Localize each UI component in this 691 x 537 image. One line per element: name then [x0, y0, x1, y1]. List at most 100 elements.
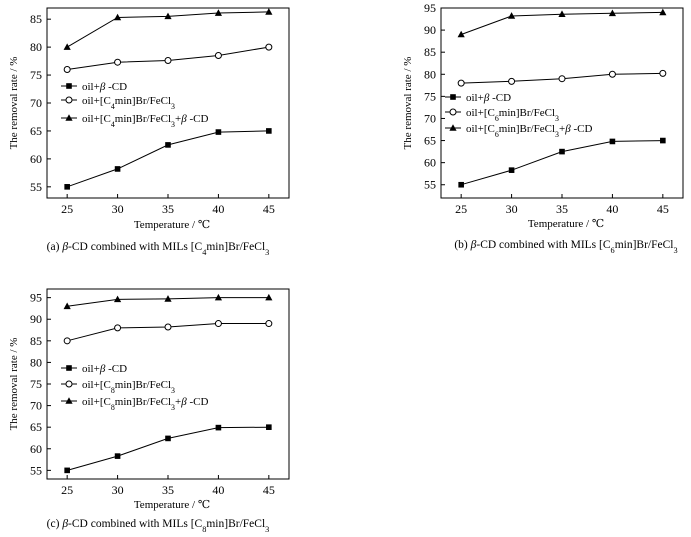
legend-entry-3: oil+[C4min]Br/FeCl3+β -CD: [61, 113, 208, 129]
y-tick-label: 65: [30, 420, 42, 434]
x-tick-label: 45: [263, 202, 275, 216]
y-tick-label: 80: [30, 40, 42, 54]
panel-caption: (b) β-CD combined with MILs [C6min]Br/Fe…: [454, 239, 677, 255]
y-axis-label: The removal rate / %: [8, 57, 20, 150]
data-point-square-marker: [508, 167, 515, 173]
data-point-triangle-marker: [214, 9, 223, 16]
data-point-triangle-marker: [63, 302, 71, 310]
legend-entry-3: oil+[C8min]Br/FeCl3+β -CD: [61, 396, 208, 412]
data-point-circle-marker: [659, 69, 667, 77]
y-tick-label: 85: [30, 334, 42, 348]
series-line: [67, 130, 269, 188]
data-point-circle-marker: [457, 79, 465, 87]
data-point-triangle-marker: [164, 12, 172, 20]
series-1: [64, 424, 272, 474]
y-tick-label: 55: [30, 463, 42, 477]
y-tick-label: 80: [30, 355, 42, 369]
series-1: [64, 128, 272, 190]
x-tick-label: 45: [263, 483, 275, 497]
data-point-square-marker: [266, 128, 272, 134]
series-line: [67, 426, 269, 471]
data-point-circle-marker: [558, 75, 566, 83]
data-point-square-marker: [559, 148, 565, 155]
data-point-triangle-marker: [659, 8, 667, 16]
x-tick-label: 25: [455, 202, 467, 216]
series-3: [457, 8, 667, 38]
y-axis-label: The removal rate / %: [402, 57, 414, 150]
data-point-square-marker: [215, 129, 222, 135]
y-tick-label: 75: [30, 377, 42, 391]
data-point-square-marker: [215, 424, 222, 431]
legend-triangle-marker: [449, 124, 457, 131]
y-tick-label: 75: [30, 68, 42, 82]
chart-panel-c: 25 30 35 40 45 55 60 65 70 75 80 85 90 95 Temperature …: [8, 288, 290, 534]
legend-entry-1: oil+β -CD: [61, 81, 127, 93]
data-point-triangle-marker: [164, 295, 172, 302]
legend-label: oil+β -CD: [466, 92, 511, 104]
x-tick-label: 35: [162, 483, 174, 497]
data-point-triangle-marker: [558, 10, 566, 17]
series-3: [63, 293, 273, 310]
data-point-triangle-marker: [63, 43, 71, 50]
y-tick-label: 55: [424, 178, 436, 192]
series-line: [461, 140, 663, 186]
legend-entry-3: oil+[C6min]Br/FeCl3+β -CD: [445, 123, 592, 139]
y-tick-label: 90: [424, 23, 436, 37]
y-tick-label: 80: [424, 67, 436, 81]
y-tick-label: 60: [30, 442, 42, 456]
series-2: [63, 320, 273, 345]
x-tick-label: 30: [506, 202, 518, 216]
legend-square-marker: [66, 365, 72, 371]
data-point-circle-marker: [214, 52, 222, 59]
data-point-triangle-marker: [265, 293, 273, 301]
data-point-circle-marker: [265, 320, 273, 328]
x-tick-label: 40: [212, 202, 224, 216]
y-tick-label: 70: [30, 96, 42, 110]
x-tick-label: 30: [112, 483, 124, 497]
x-axis-label: Temperature / ℃: [134, 499, 210, 511]
legend-circle-marker: [65, 380, 73, 388]
y-tick-label: 85: [424, 45, 436, 59]
legend-triangle-marker: [65, 397, 73, 404]
legend-circle-marker: [449, 108, 457, 116]
x-axis-label: Temperature / ℃: [134, 219, 210, 231]
data-point-circle-marker: [214, 320, 222, 328]
panel-caption: (a) β-CD combined with MILs [C4min]Br/Fe…: [47, 241, 270, 257]
x-tick-label: 25: [61, 483, 73, 497]
x-tick-label: 45: [657, 202, 669, 216]
y-tick-label: 60: [424, 156, 436, 170]
data-point-square-marker: [266, 424, 272, 430]
y-axis-label: The removal rate / %: [8, 338, 20, 431]
panel-caption: (c) β-CD combined with MILs [C8min]Br/Fe…: [47, 518, 270, 534]
data-point-triangle-marker: [265, 8, 273, 15]
legend-entry-1: oil+β -CD: [61, 363, 127, 375]
chart-panel-a: 25 30 35 40 45 55 60 65 70 75 80 85 Temperature / ℃ T…: [8, 7, 290, 257]
data-point-square-marker: [64, 467, 70, 474]
legend-label: oil+β -CD: [82, 363, 127, 375]
data-point-circle-marker: [265, 43, 273, 51]
data-point-triangle-marker: [457, 30, 465, 38]
legend-entry-2: oil+[C6min]Br/FeCl3: [445, 107, 559, 123]
y-tick-label: 65: [30, 124, 42, 138]
legend-label: oil+β -CD: [82, 81, 127, 93]
data-point-triangle-marker: [113, 295, 122, 303]
y-tick-label: 85: [30, 12, 42, 26]
legend-square-marker: [66, 83, 72, 89]
data-point-circle-marker: [114, 58, 122, 66]
legend-label: oil+[C4min]Br/FeCl3+β -CD: [82, 113, 208, 129]
data-point-circle-marker: [508, 77, 516, 85]
y-tick-label: 75: [424, 89, 436, 103]
series-2: [457, 69, 667, 87]
x-tick-label: 35: [162, 202, 174, 216]
legend-label: oil+[C6min]Br/FeCl3: [466, 107, 559, 123]
series-1: [458, 137, 666, 188]
data-point-square-marker: [458, 181, 464, 188]
data-point-circle-marker: [63, 337, 71, 345]
data-point-circle-marker: [114, 324, 122, 332]
y-tick-label: 95: [30, 291, 42, 305]
data-point-circle-marker: [608, 70, 616, 78]
x-tick-label: 30: [112, 202, 124, 216]
data-point-circle-marker: [63, 65, 71, 73]
legend-triangle-marker: [65, 114, 73, 121]
